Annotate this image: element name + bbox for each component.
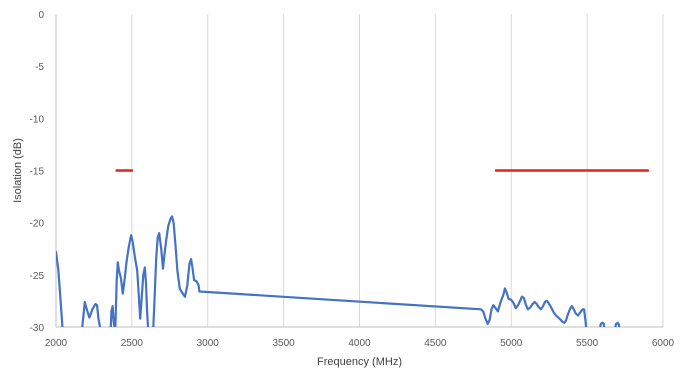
y-tick-label: -30 [30,323,45,334]
tick-layer: 2000 2500 3000 3500 4000 4500 5000 5500 6000 0 -5 -… [30,10,675,349]
x-tick-label: 6000 [652,338,675,349]
y-axis-title: Isolation (dB) [12,138,24,203]
y-tick-label: -15 [30,167,45,178]
x-tick-label: 3000 [197,338,220,349]
x-axis-title: Frequency (MHz) [317,356,402,368]
x-tick-label: 5000 [500,338,523,349]
x-tick-label: 4000 [348,338,371,349]
x-tick-label: 2000 [45,338,68,349]
y-tick-label: -10 [30,114,45,125]
x-tick-label: 2500 [121,338,144,349]
y-tick-label: -25 [30,271,45,282]
series-layer [56,169,650,327]
y-tick-label: 0 [38,10,44,21]
y-tick-label: -5 [35,62,44,73]
isolation-series-line [56,215,621,327]
y-tick-label: -20 [30,219,45,230]
x-tick-label: 4500 [424,338,447,349]
x-tick-label: 5500 [576,338,599,349]
x-tick-label: 3500 [273,338,296,349]
